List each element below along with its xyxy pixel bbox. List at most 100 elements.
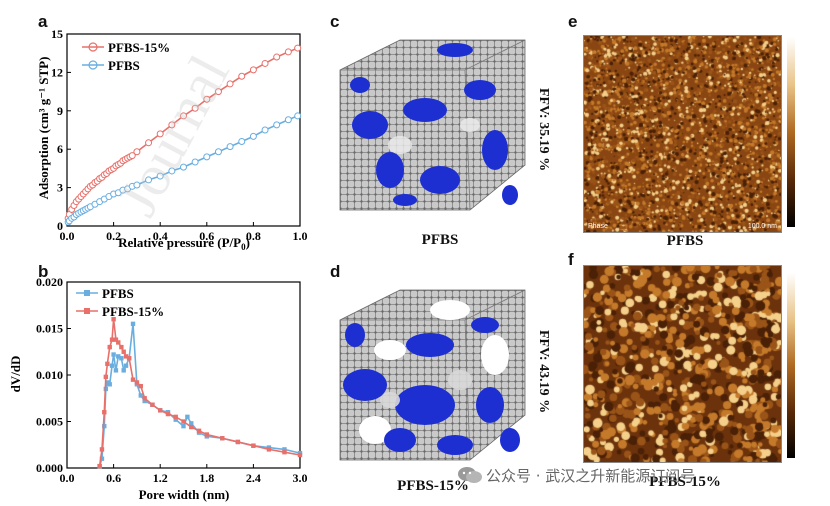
chart-a-legend: PFBS-15% PFBS — [82, 40, 170, 73]
chart-b-series-1-point — [251, 443, 256, 448]
chart-b-series-1-point — [142, 396, 147, 401]
chart-a-ytick-label: 9 — [57, 104, 63, 118]
chart-a-ytick-label: 6 — [57, 142, 63, 156]
panel-letter-a: a — [38, 12, 48, 31]
chart-b-series-1-point — [116, 340, 121, 345]
chart-a-series-0-point — [294, 44, 302, 52]
chart-b-series-0-point — [121, 368, 126, 373]
chart-b-series-0-point — [138, 393, 143, 398]
wechat-icon — [457, 465, 483, 485]
chart-b-series-1-point — [113, 337, 119, 342]
chart-a-series-1-point — [180, 163, 187, 171]
chart-a-ylabel: Adsorption (cm³ g⁻¹ STP) — [36, 57, 51, 200]
chart-b-legend-item-1: PFBS-15% — [102, 304, 164, 319]
chart-b-series-1-point — [189, 424, 194, 430]
afm-scale-label: 100.0 nm — [747, 223, 777, 230]
chart-a-isotherm: 0.0 0.2 0.4 0.6 0.8 1.0 0 3 6 9 12 15 Adsorption (c… — [36, 27, 308, 252]
chart-a-series-1-point — [133, 181, 141, 189]
chart-a-xtick-label: 0.6 — [199, 229, 214, 243]
chart-a-xtick-label: 1.0 — [293, 229, 308, 243]
chart-b-series-1-point — [204, 432, 209, 437]
chart-b-series-0-point — [282, 447, 287, 452]
afm-colorbar-f — [787, 273, 795, 458]
chart-b-series-0-point — [99, 456, 105, 461]
chart-b-series-1-point — [97, 463, 102, 469]
chart-b-series-0-point — [189, 421, 194, 426]
chart-b-series-1-point — [111, 317, 116, 322]
chart-b-xtick-label: 1.2 — [153, 471, 168, 485]
chart-a-series-0-point — [273, 53, 281, 61]
chart-a-ytick-label: 15 — [51, 27, 63, 41]
chart-b-series-1-point — [102, 410, 107, 415]
chart-a-legend-item-1: PFBS — [108, 58, 140, 73]
chart-a-series-0-point — [261, 59, 269, 67]
chart-a-series-1-point — [168, 167, 176, 175]
chart-a-ytick-label: 0 — [57, 219, 63, 233]
chart-b-xtick-label: 2.4 — [246, 471, 261, 485]
chart-b-ytick-label: 0.000 — [36, 461, 63, 475]
panel-letter-c: c — [330, 12, 340, 31]
chart-b-series-0-point — [173, 417, 178, 422]
chart-a-series-1-point — [273, 121, 281, 129]
chart-b-series-0-point — [102, 423, 107, 429]
chart-a-series-0-point — [156, 130, 164, 138]
chart-b-ytick-label: 0.010 — [36, 368, 63, 382]
chart-b-series-0-point — [130, 321, 136, 327]
chart-b-series-1-point — [134, 380, 140, 385]
chart-b-series-1-point — [121, 349, 126, 354]
caption-d: PFBS-15% — [397, 478, 469, 494]
chart-b-series-0-point — [142, 398, 147, 404]
chart-a-ytick-label: 3 — [57, 181, 63, 195]
chart-b-xtick-label: 0.6 — [106, 471, 121, 485]
chart-b-series-1-point — [99, 447, 105, 452]
chart-a-plot-frame — [66, 33, 301, 227]
chart-a-series-0-point — [133, 148, 141, 156]
chart-b-series-1-point — [158, 408, 163, 413]
chart-b-series-1-point — [105, 361, 110, 367]
chart-a-series-0-point — [128, 152, 136, 160]
panel-letter-b: b — [38, 262, 49, 281]
chart-a-series-1-point — [145, 176, 153, 184]
chart-b-ylabel: dV/dD — [8, 356, 23, 393]
chart-b-series-1-point — [150, 402, 155, 407]
caption-e: PFBS — [666, 233, 704, 249]
chart-a-series-1-point — [226, 143, 234, 151]
chart-a-series-1-point — [203, 153, 211, 161]
chart-b-series-1-point — [165, 411, 171, 417]
chart-b-series-0-point — [109, 363, 115, 368]
chart-b-ytick-label: 0.020 — [36, 275, 63, 289]
chart-a-series-1-point — [238, 138, 246, 146]
chart-a-ytick-label: 12 — [51, 65, 63, 79]
chart-a-series-1-point — [191, 158, 199, 166]
chart-b-series-0-point — [113, 368, 119, 373]
ffv-label-pfbs: FFV: 35.19 % — [536, 88, 551, 172]
chart-a-series-0-point — [284, 48, 292, 56]
chart-b-ytick-label: 0.005 — [36, 415, 63, 429]
chart-b-series-0-point — [111, 352, 116, 357]
chart-a-series-0-point — [168, 121, 176, 129]
afm-image-pfbs-15 — [583, 265, 782, 463]
chart-a-series-0-line — [67, 47, 298, 219]
chart-b-series-1-point — [235, 439, 241, 445]
afm-image-pfbs: Phase 100.0 nm — [583, 35, 782, 233]
chart-a-series-1-point — [261, 126, 269, 134]
chart-a-series-1-point — [214, 148, 222, 156]
chart-b-series-1-point — [220, 436, 225, 441]
afm-phase-label: Phase — [588, 223, 608, 230]
wechat-watermark: 公众号 · 武汉之升新能源订阅号 — [486, 467, 696, 485]
chart-b-series-1-point — [196, 428, 202, 433]
chart-b-series-0-point — [116, 354, 121, 359]
chart-b-xtick-label: 3.0 — [293, 471, 308, 485]
panel-letter-f: f — [568, 250, 574, 269]
chart-b-xlabel: Pore width (nm) — [139, 487, 230, 502]
chart-b-series-1-point — [123, 354, 129, 359]
chart-a-series-0-point — [180, 112, 187, 120]
chart-b-series-1-point — [107, 344, 112, 350]
chart-a-xtick-label: 0.8 — [246, 229, 261, 243]
chart-b-series-1-point — [181, 419, 186, 424]
chart-b-ytick-label: 0.015 — [36, 322, 63, 336]
chart-a-series-0-point — [249, 66, 257, 74]
chart-b-psd: 0.0 0.6 1.2 1.8 2.4 3.0 0.000 0.005 0.010 0.015 0.… — [8, 275, 308, 502]
chart-b-series-0-point — [123, 363, 129, 368]
chart-b-series-0-point — [185, 414, 190, 420]
